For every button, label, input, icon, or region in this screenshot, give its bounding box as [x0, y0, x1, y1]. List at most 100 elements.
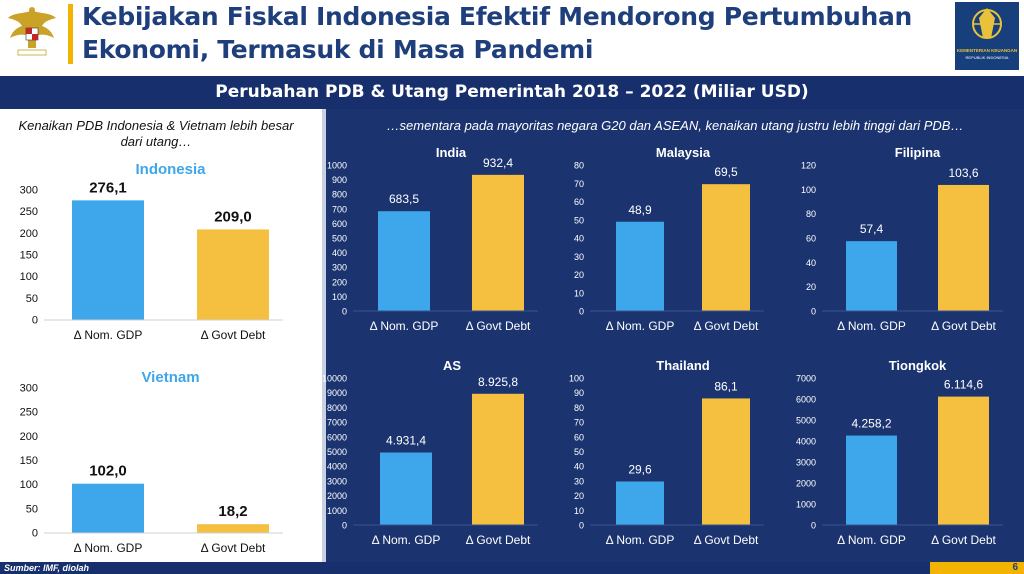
y-tick-label: 250 — [20, 407, 38, 419]
chart-indonesia: Indonesia 0 50 100 150 200 250 300 276,1 Δ Nom. G… — [20, 161, 283, 342]
left-panel-note: Kenaikan PDB Indonesia & Vietnam lebih b… — [18, 118, 294, 149]
y-tick-label: 5000 — [796, 416, 816, 426]
chart-malaysia: Malaysia 0 10 20 30 40 50 60 70 80 48,9 Δ Nom. GDP 6… — [574, 145, 764, 333]
y-tick-label: 400 — [332, 248, 347, 258]
y-tick-label: 100 — [801, 185, 816, 195]
data-label: 4.258,2 — [851, 417, 891, 431]
y-tick-label: 10 — [574, 506, 584, 516]
y-tick-label: 100 — [20, 479, 38, 491]
y-tick-label: 100 — [569, 374, 584, 384]
y-tick-label: 1000 — [327, 161, 347, 171]
y-tick-label: 6000 — [796, 395, 816, 405]
left-panel — [0, 109, 322, 562]
data-label: 57,4 — [860, 222, 884, 236]
chart-india: India 0 100 200 300 400 500 600 700 800 900 1000 683… — [327, 145, 538, 333]
chart-title: Tiongkok — [889, 358, 947, 373]
chart-as: AS 0 1000 2000 3000 4000 5000 6000 7000 8000 9000 1… — [322, 358, 538, 547]
kemenkeu-emblem-icon — [972, 8, 1002, 39]
y-tick-label: 90 — [574, 388, 584, 398]
source-note: Sumber: IMF, diolah — [4, 563, 90, 573]
page-title: Kebijakan Fiskal Indonesia Efektif Mendo… — [82, 0, 942, 66]
logo-caption-1: KEMENTERIAN KEUANGAN — [956, 48, 1018, 53]
category-label: Δ Govt Debt — [694, 319, 759, 333]
category-label: Δ Nom. GDP — [606, 533, 675, 547]
y-tick-label: 0 — [579, 307, 584, 317]
y-tick-label: 4000 — [796, 437, 816, 447]
y-tick-label: 40 — [806, 258, 816, 268]
category-label: Δ Govt Debt — [201, 541, 266, 555]
y-tick-label: 0 — [579, 521, 584, 531]
category-label: Δ Nom. GDP — [372, 533, 441, 547]
y-tick-label: 80 — [574, 161, 584, 171]
data-label: 8.925,8 — [478, 375, 518, 389]
y-tick-label: 0 — [811, 307, 816, 317]
chart-title: India — [436, 145, 467, 160]
y-tick-label: 0 — [32, 315, 38, 327]
chart-title: Filipina — [895, 145, 941, 160]
data-label: 209,0 — [214, 208, 252, 225]
y-tick-label: 50 — [26, 503, 38, 515]
data-label: 86,1 — [714, 379, 738, 393]
bar-gdp — [846, 435, 897, 525]
y-tick-label: 10000 — [322, 374, 347, 384]
kemenkeu-logo: KEMENTERIAN KEUANGAN REPUBLIK INDONESIA — [955, 2, 1019, 70]
y-tick-label: 7000 — [327, 418, 347, 428]
logo-caption-2: REPUBLIK INDONESIA — [965, 55, 1009, 60]
y-tick-label: 7000 — [796, 374, 816, 384]
y-tick-label: 600 — [332, 219, 347, 229]
category-label: Δ Nom. GDP — [837, 319, 906, 333]
title-accent-bar — [68, 4, 73, 64]
section-title: Perubahan PDB & Utang Pemerintah 2018 – … — [215, 82, 809, 102]
bar-debt — [702, 184, 750, 311]
bar-gdp — [616, 481, 664, 525]
chart-title: Malaysia — [656, 145, 711, 160]
chart-title: Thailand — [656, 358, 710, 373]
bar-debt — [472, 174, 524, 311]
category-label: Δ Nom. GDP — [74, 541, 143, 555]
bar-gdp — [616, 221, 664, 311]
category-label: Δ Nom. GDP — [837, 533, 906, 547]
category-label: Δ Govt Debt — [201, 328, 266, 342]
category-label: Δ Govt Debt — [694, 533, 759, 547]
y-tick-label: 60 — [806, 234, 816, 244]
y-tick-label: 0 — [342, 521, 347, 531]
y-tick-label: 1000 — [796, 500, 816, 510]
data-label: 69,5 — [714, 165, 738, 179]
bar-debt — [702, 398, 750, 525]
y-tick-label: 6000 — [327, 432, 347, 442]
page-title-line2: Ekonomi, Termasuk di Masa Pandemi — [82, 35, 594, 64]
category-label: Δ Govt Debt — [931, 533, 996, 547]
y-tick-label: 100 — [332, 292, 347, 302]
data-label: 6.114,6 — [944, 378, 983, 392]
section-bar: Perubahan PDB & Utang Pemerintah 2018 – … — [0, 76, 1024, 109]
bar-gdp — [72, 483, 144, 533]
y-tick-label: 40 — [574, 234, 584, 244]
y-tick-label: 0 — [342, 307, 347, 317]
category-label: Δ Nom. GDP — [74, 328, 143, 342]
y-tick-label: 10 — [574, 288, 584, 298]
y-tick-label: 200 — [20, 228, 38, 240]
data-label: 102,0 — [89, 463, 127, 480]
chart-title: Vietnam — [141, 369, 199, 386]
y-tick-label: 300 — [20, 185, 38, 197]
bar-gdp — [72, 200, 144, 320]
bar-debt — [938, 184, 989, 311]
chart-thailand: Thailand 0 10 20 30 40 50 60 70 80 90 100 29,6 Δ Nom.… — [569, 358, 764, 547]
y-tick-label: 50 — [26, 293, 38, 305]
category-label: Δ Govt Debt — [931, 319, 996, 333]
bar-gdp — [378, 211, 430, 311]
chart-tiongkok: Tiongkok 0 1000 2000 3000 4000 5000 6000 7000 4.2… — [796, 358, 1003, 547]
y-tick-label: 8000 — [327, 403, 347, 413]
y-tick-label: 300 — [20, 383, 38, 395]
y-tick-label: 60 — [574, 197, 584, 207]
y-tick-label: 500 — [332, 234, 347, 244]
bar-debt — [197, 229, 269, 320]
y-tick-label: 200 — [332, 277, 347, 287]
data-label: 932,4 — [483, 156, 513, 170]
y-tick-label: 70 — [574, 179, 584, 189]
category-label: Δ Nom. GDP — [606, 319, 675, 333]
y-tick-label: 9000 — [327, 388, 347, 398]
data-label: 48,9 — [628, 203, 652, 217]
y-tick-label: 100 — [20, 271, 38, 283]
y-tick-label: 30 — [574, 252, 584, 262]
